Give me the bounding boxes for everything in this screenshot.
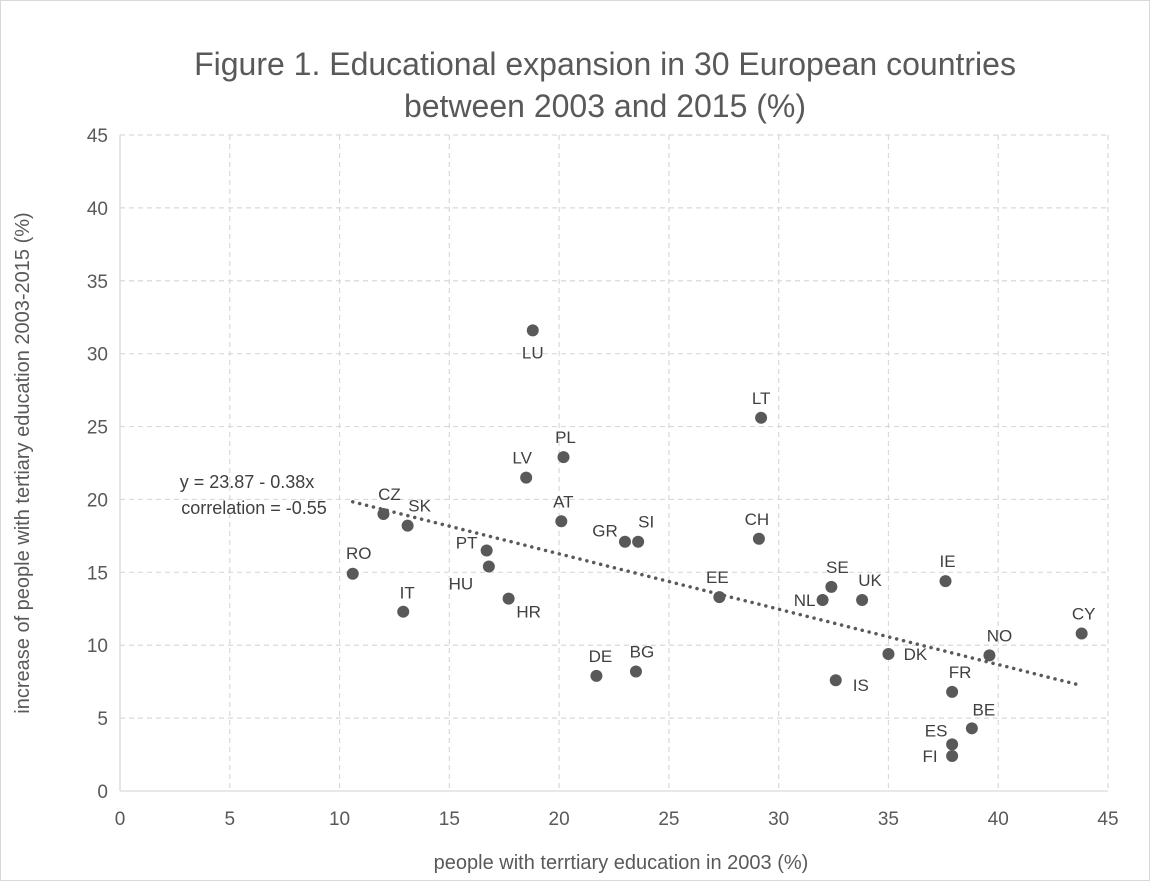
data-point-hr (502, 592, 515, 605)
data-point-bg (629, 665, 642, 678)
data-point-cz (377, 508, 390, 521)
x-tick-label: 15 (439, 809, 460, 830)
tick-labels: 0 5 10 15 20 25 30 35 40 45 0 5 10 15 20 25 30 35 40 45 (87, 126, 1119, 830)
y-tick-label: 35 (87, 272, 108, 293)
data-point-be (965, 722, 978, 735)
data-point-sk (401, 519, 414, 532)
point-label-be: BE (973, 700, 996, 719)
axes (119, 135, 1108, 792)
point-label-es: ES (925, 721, 948, 740)
data-point-uk (856, 594, 869, 607)
data-point-se (825, 580, 838, 593)
data-point-ie (939, 575, 952, 588)
y-axis-title: increase of people with tertiary educati… (12, 212, 34, 713)
x-tick-label: 10 (329, 809, 350, 830)
point-label-uk: UK (858, 571, 882, 590)
data-point-no (983, 649, 996, 662)
y-tick-label: 15 (87, 563, 108, 584)
data-point-is (829, 674, 842, 687)
chart-title-line2: between 2003 and 2015 (%) (404, 88, 806, 124)
point-label-de: DE (589, 647, 613, 666)
data-point-ch (752, 532, 765, 545)
point-label-ee: EE (706, 568, 729, 587)
point-label-ch: CH (745, 510, 770, 529)
point-label-cz: CZ (378, 485, 401, 504)
point-label-se: SE (826, 558, 849, 577)
x-tick-label: 45 (1097, 809, 1118, 830)
data-point-ee (713, 591, 726, 604)
x-tick-label: 30 (768, 809, 789, 830)
data-point-dk (882, 647, 895, 660)
data-point-at (555, 515, 568, 528)
y-tick-label: 25 (87, 418, 108, 439)
point-label-bg: BG (630, 642, 655, 661)
y-tick-label: 5 (97, 709, 108, 730)
point-label-fr: FR (949, 663, 972, 682)
y-tick-label: 0 (97, 782, 108, 803)
data-point-es (946, 738, 959, 751)
point-label-lt: LT (752, 389, 771, 408)
chart-title-line1: Figure 1. Educational expansion in 30 Eu… (194, 46, 1016, 82)
y-tick-label: 40 (87, 199, 108, 220)
data-point-pt (480, 544, 493, 557)
point-label-dk: DK (904, 645, 928, 664)
point-label-pt: PT (456, 533, 478, 552)
data-point-si (632, 535, 645, 548)
point-label-lu: LU (522, 343, 544, 362)
point-label-is: IS (853, 676, 869, 695)
data-points (346, 324, 1088, 763)
data-point-gr (618, 535, 631, 548)
data-point-ro (346, 567, 359, 580)
x-tick-label: 40 (988, 809, 1009, 830)
point-label-sk: SK (408, 497, 431, 516)
point-label-ro: RO (346, 544, 372, 563)
data-point-nl (816, 594, 829, 607)
y-tick-label: 10 (87, 636, 108, 657)
point-label-nl: NL (794, 591, 816, 610)
data-point-cy (1075, 627, 1088, 640)
point-label-cy: CY (1072, 605, 1096, 624)
data-point-lt (755, 411, 768, 424)
point-label-fi: FI (923, 747, 938, 766)
point-labels: LU LT PL LV CZ SK AT GR SI CH PT HU RO IE SE EE HR NL UK IT… (346, 343, 1095, 766)
point-label-ie: IE (939, 552, 955, 571)
point-label-hu: HU (449, 575, 474, 594)
data-point-lv (520, 471, 533, 484)
regression-equation: y = 23.87 - 0.38x (180, 472, 315, 492)
gridlines (120, 134, 1109, 791)
point-label-at: AT (553, 492, 573, 511)
data-point-de (590, 669, 603, 682)
x-tick-label: 35 (878, 809, 899, 830)
point-label-no: NO (987, 626, 1013, 645)
point-label-it: IT (400, 584, 415, 603)
point-label-pl: PL (555, 428, 576, 447)
point-label-hr: HR (516, 603, 541, 622)
data-point-hu (482, 560, 495, 573)
y-tick-label: 45 (87, 126, 108, 147)
data-point-fr (946, 685, 959, 698)
x-tick-label: 20 (549, 809, 570, 830)
x-axis-title: people with terrtiary education in 2003 … (434, 852, 809, 874)
point-label-gr: GR (592, 522, 618, 541)
data-point-lu (526, 324, 539, 337)
correlation-annotation: correlation = -0.55 (181, 498, 327, 518)
y-tick-label: 20 (87, 490, 108, 511)
y-tick-label: 30 (87, 345, 108, 366)
x-tick-label: 25 (658, 809, 679, 830)
data-point-pl (557, 451, 570, 464)
x-tick-label: 0 (115, 809, 126, 830)
data-point-fi (946, 750, 959, 763)
data-point-it (397, 605, 410, 618)
point-label-lv: LV (512, 449, 532, 468)
point-label-si: SI (638, 513, 654, 532)
x-tick-label: 5 (224, 809, 235, 830)
